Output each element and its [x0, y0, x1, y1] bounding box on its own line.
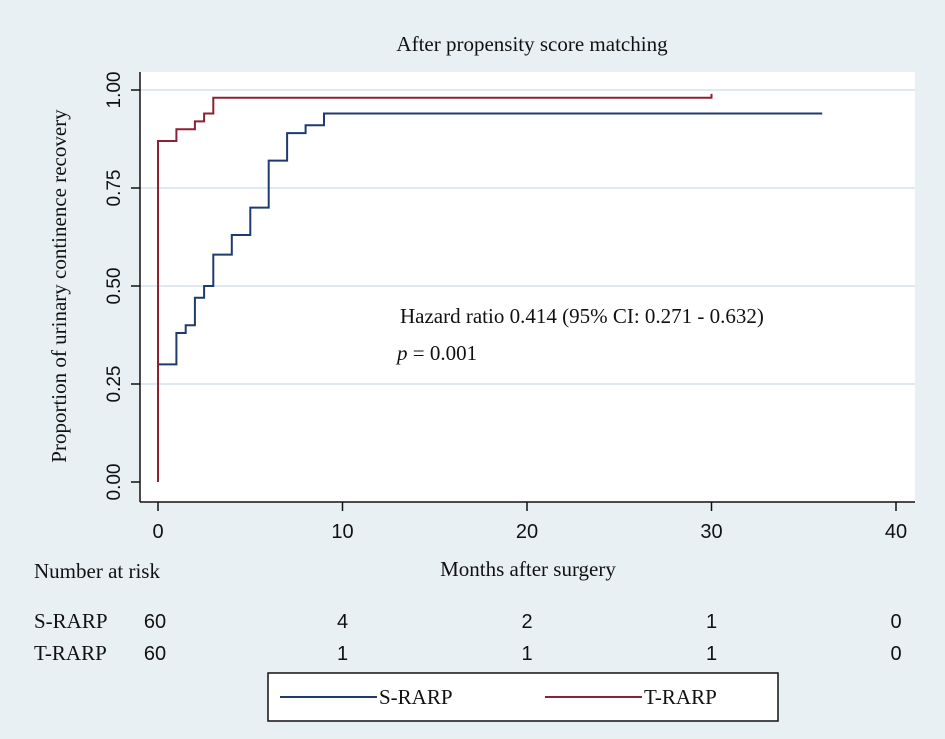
x-tick-label-1: 10	[331, 521, 353, 543]
x-tick-label-2: 20	[516, 521, 538, 543]
risk-value-t-rarp-4: 0	[890, 643, 901, 665]
y-tick-label-2: 0.50	[104, 268, 125, 305]
risk-table: S-RARP 60 4 2 1 0 T-RARP 60 1 1 1 0	[34, 609, 902, 665]
series-line-t-rarp	[157, 93, 713, 482]
y-tick-label-3: 0.75	[104, 170, 125, 207]
p-symbol: p	[395, 341, 408, 365]
y-ticks: 0.00 0.25 0.50 0.75 1.00	[104, 72, 140, 501]
risk-table-header: Number at risk	[34, 559, 160, 583]
x-axis-label: Months after surgery	[440, 557, 616, 581]
risk-value-s-rarp-0: 60	[144, 611, 166, 633]
risk-value-s-rarp-3: 1	[706, 611, 717, 633]
series-group	[157, 93, 823, 482]
p-value: = 0.001	[408, 341, 478, 365]
p-value-text: p = 0.001	[395, 341, 477, 365]
y-axis-label: Proportion of urinary continence recover…	[47, 109, 71, 463]
risk-value-t-rarp-3: 1	[706, 643, 717, 665]
y-tick-label-1: 0.25	[104, 366, 125, 403]
y-tick-label-0: 0.00	[104, 464, 125, 501]
risk-value-t-rarp-0: 60	[144, 643, 166, 665]
series-line-s-rarp	[157, 112, 823, 482]
y-tick-label-4: 1.00	[104, 72, 125, 109]
risk-value-s-rarp-2: 2	[521, 611, 532, 633]
x-ticks: 0 10 20 30 40	[152, 502, 907, 543]
legend-label-s-rarp: S-RARP	[379, 685, 453, 709]
x-tick-label-3: 30	[700, 521, 722, 543]
risk-row-label-t-rarp: T-RARP	[34, 641, 107, 665]
chart-title: After propensity score matching	[396, 32, 668, 56]
x-tick-label-0: 0	[152, 521, 163, 543]
risk-value-t-rarp-2: 1	[521, 643, 532, 665]
risk-value-s-rarp-1: 4	[337, 611, 348, 633]
hazard-ratio-text: Hazard ratio 0.414 (95% CI: 0.271 - 0.63…	[400, 304, 764, 328]
legend-label-t-rarp: T-RARP	[644, 685, 717, 709]
x-tick-label-4: 40	[885, 521, 907, 543]
risk-value-s-rarp-4: 0	[890, 611, 901, 633]
risk-value-t-rarp-1: 1	[337, 643, 348, 665]
risk-row-label-s-rarp: S-RARP	[34, 609, 108, 633]
